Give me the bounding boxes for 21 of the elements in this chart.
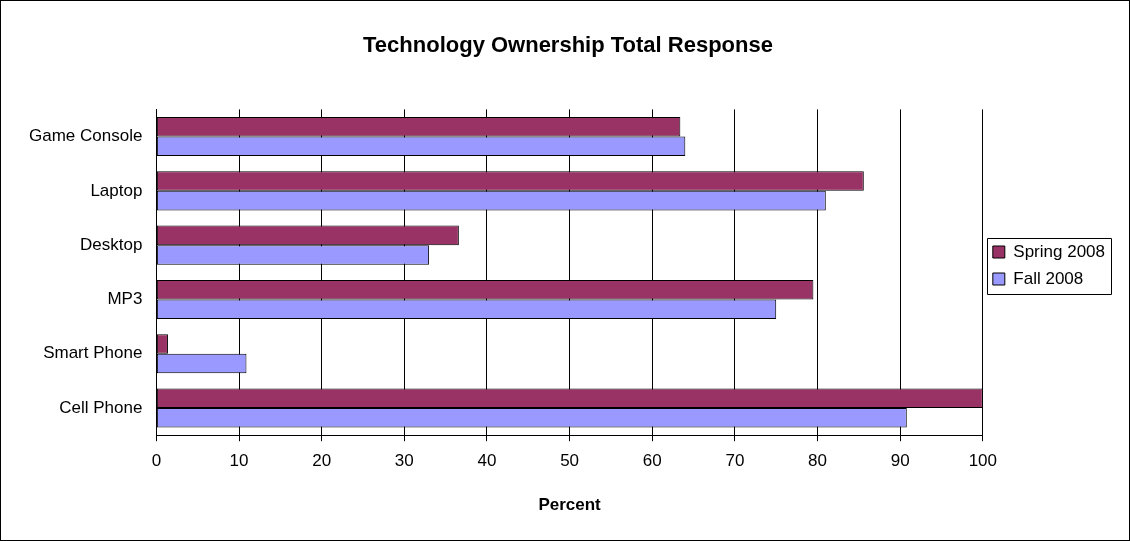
x-tick-label: 90: [890, 451, 910, 471]
x-tick-label: 50: [560, 451, 580, 471]
legend-label: Fall 2008: [1013, 268, 1084, 288]
x-tick-label: 60: [642, 451, 662, 471]
x-tick-label: 0: [151, 451, 162, 471]
x-tick-label: 80: [808, 451, 827, 471]
x-tick-label: 70: [725, 451, 745, 471]
y-tick-label: Desktop: [80, 234, 143, 254]
x-axis-title: Percent: [538, 495, 602, 515]
y-tick-label: Game Console: [29, 126, 143, 146]
x-tick-label: 10: [229, 451, 249, 471]
chart-title: Technology Ownership Total Response: [363, 32, 773, 58]
y-tick-label: MP3: [107, 289, 143, 309]
legend-label: Spring 2008: [1013, 241, 1106, 261]
x-tick-label: 20: [312, 451, 332, 471]
y-tick-label: Smart Phone: [43, 343, 143, 363]
x-tick-label: 100: [968, 451, 998, 471]
y-tick-label: Laptop: [90, 180, 143, 200]
y-tick-label: Cell Phone: [59, 397, 143, 417]
x-tick-label: 40: [477, 451, 497, 471]
x-tick-label: 30: [394, 451, 414, 471]
